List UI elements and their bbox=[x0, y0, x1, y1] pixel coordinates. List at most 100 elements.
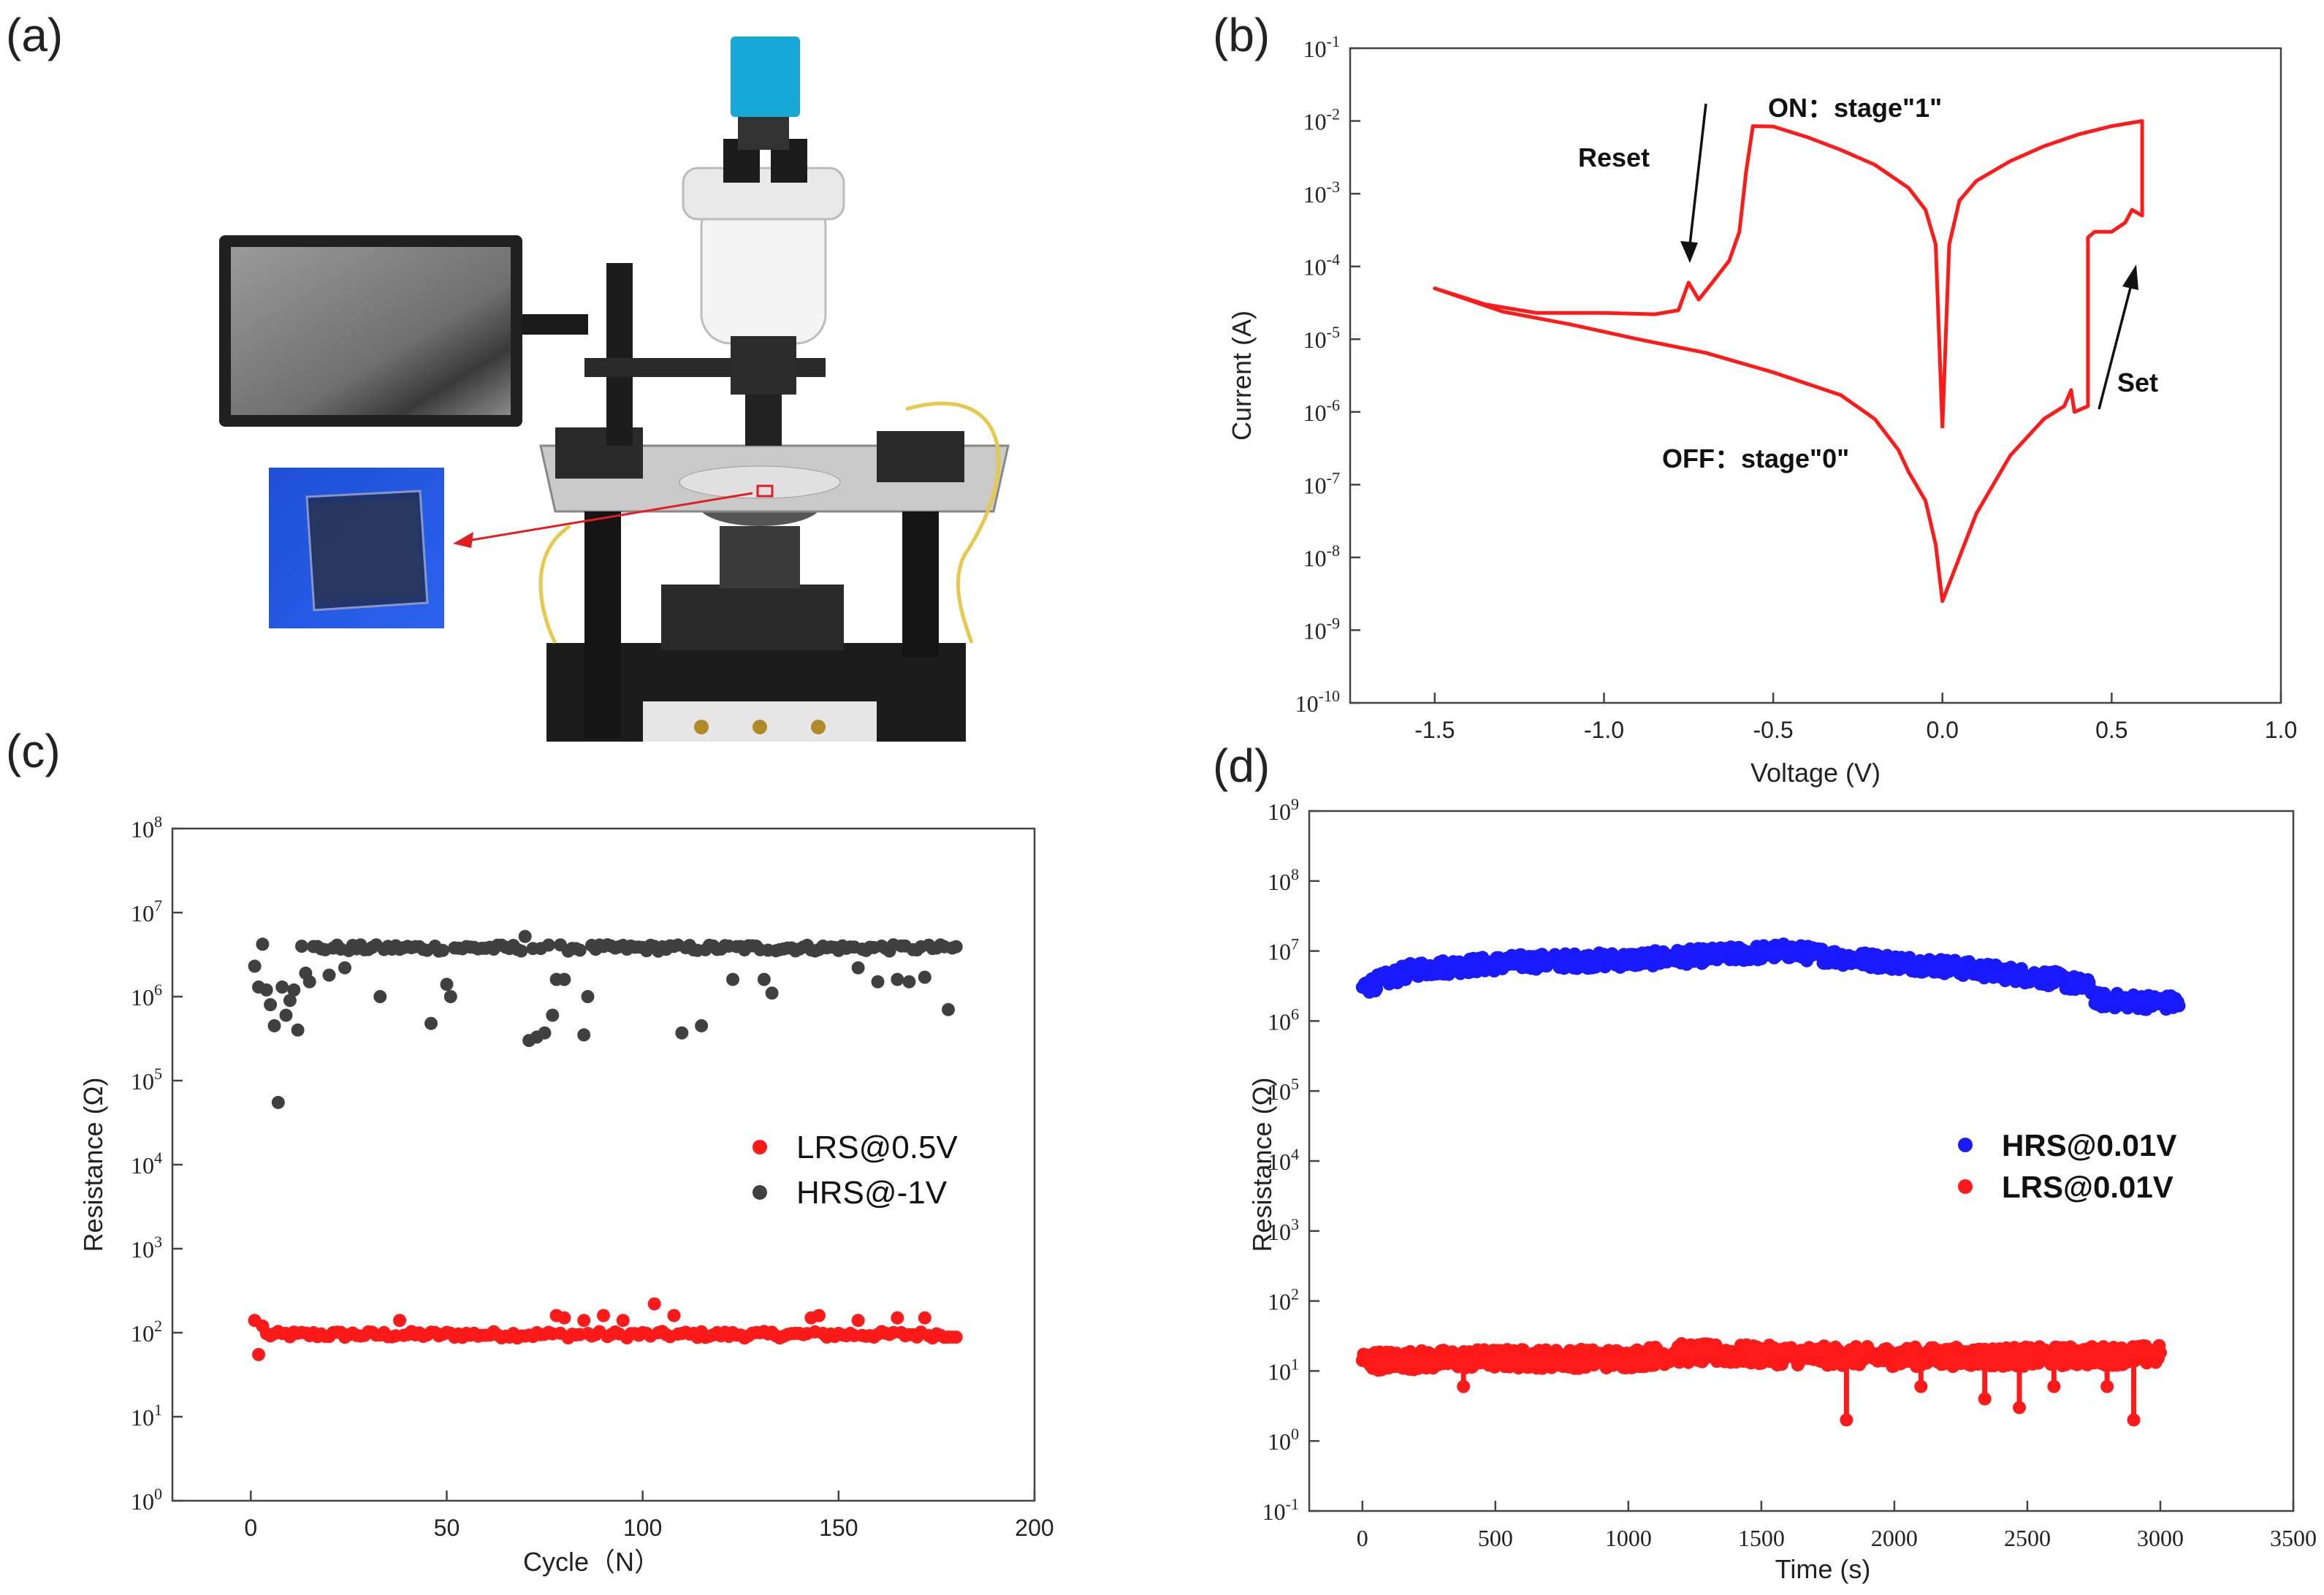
lrs-dip-point bbox=[2047, 1379, 2061, 1393]
selection-box bbox=[756, 484, 774, 498]
hrs-point bbox=[546, 1008, 560, 1022]
hrs-point bbox=[577, 1028, 591, 1042]
hrs-point bbox=[851, 961, 865, 975]
hrs-point bbox=[538, 1026, 552, 1040]
cycle-series bbox=[248, 929, 963, 1361]
legend-marker-lrs bbox=[753, 1140, 767, 1154]
hrs-point bbox=[891, 972, 904, 986]
panel-label-c: (c) bbox=[6, 725, 61, 777]
panel-label-a: (a) bbox=[6, 9, 63, 61]
hrs-point bbox=[256, 937, 270, 951]
retention-ytick-label: 102 bbox=[1268, 1285, 1299, 1315]
retention-ytick-label: 107 bbox=[1268, 935, 1299, 965]
hrs-point bbox=[338, 961, 351, 975]
hrs-point bbox=[271, 1095, 285, 1109]
reset-arrow bbox=[1688, 103, 1707, 245]
hrs-retention-point bbox=[2172, 999, 2186, 1013]
iv-xtick-label: -1.5 bbox=[1414, 717, 1455, 743]
set-arrow bbox=[2098, 284, 2133, 410]
hrs-point bbox=[267, 1019, 281, 1032]
iv-ytick-label: 10-3 bbox=[1303, 178, 1340, 208]
retention-xtick-label: 1000 bbox=[1605, 1525, 1652, 1551]
iv-curve bbox=[1433, 119, 2144, 604]
hrs-point bbox=[871, 975, 885, 989]
lrs-dip-point bbox=[1914, 1379, 1928, 1393]
hrs-point bbox=[726, 972, 739, 986]
lrs-retention-point bbox=[2154, 1346, 2167, 1360]
lrs-dip-point bbox=[2100, 1379, 2114, 1393]
cycle-ytick-label: 102 bbox=[131, 1317, 162, 1347]
cycle-ytick-label: 103 bbox=[131, 1233, 162, 1263]
panel-label-b: (b) bbox=[1213, 9, 1270, 61]
cycle-ytick-label: 100 bbox=[131, 1485, 162, 1515]
probe-station-photo bbox=[219, 37, 1010, 742]
iv-ytick-label: 10-8 bbox=[1303, 541, 1340, 571]
hrs-point bbox=[264, 998, 278, 1012]
retention-xtick-label: 500 bbox=[1478, 1525, 1513, 1551]
cycle-ytick-label: 101 bbox=[131, 1401, 162, 1431]
lrs-point bbox=[918, 1311, 931, 1325]
legend-marker-hrs bbox=[753, 1185, 767, 1200]
hrs-point bbox=[757, 972, 771, 986]
iv-ytick-label: 10-10 bbox=[1295, 687, 1340, 717]
lrs-point bbox=[616, 1314, 630, 1328]
hrs-point bbox=[518, 929, 532, 943]
iv-annotation-off: OFF：stage"0" bbox=[1662, 444, 1849, 473]
hrs-point bbox=[424, 1016, 438, 1030]
iv-chart: -1.5 -1.0 -0.5 0.0 0.5 1.0 10-10 10-9 10-8 10-7 10… bbox=[1227, 32, 2297, 788]
lrs-point bbox=[647, 1297, 661, 1311]
cycle-ytick-label: 108 bbox=[131, 812, 162, 842]
retention-xlabel: Time (s) bbox=[1775, 1554, 1871, 1584]
hrs-point bbox=[373, 990, 387, 1003]
legend-marker-hrs-d bbox=[1958, 1138, 1973, 1152]
cycle-xtick-label: 150 bbox=[819, 1515, 858, 1541]
hrs-point bbox=[259, 983, 273, 997]
lrs-point bbox=[667, 1309, 681, 1322]
hrs-point bbox=[573, 943, 587, 957]
iv-ytick-label: 10-2 bbox=[1303, 105, 1340, 135]
retention-axes: 0 500 1000 1500 2000 2500 3000 3500 10-1 100 101 10… bbox=[1262, 795, 2317, 1551]
iv-ylabel: Current (A) bbox=[1227, 311, 1257, 441]
hrs-point bbox=[443, 990, 457, 1003]
hrs-point bbox=[248, 959, 262, 973]
hrs-point bbox=[302, 975, 316, 989]
retention-ytick-label: 103 bbox=[1268, 1215, 1299, 1245]
iv-axes: -1.5 -1.0 -0.5 0.0 0.5 1.0 10-10 10-9 10-8 10-7 10… bbox=[1295, 32, 2298, 743]
retention-chart: 0 500 1000 1500 2000 2500 3000 3500 10-1 100 101 10… bbox=[1247, 795, 2317, 1584]
lrs-point bbox=[252, 1347, 265, 1361]
camera-icon bbox=[731, 37, 800, 117]
retention-series bbox=[1355, 937, 2186, 1427]
iv-xtick-label: 0.5 bbox=[2095, 717, 2127, 743]
retention-ytick-label: 109 bbox=[1268, 795, 1299, 825]
retention-ytick-label: 106 bbox=[1268, 1005, 1299, 1035]
hrs-point bbox=[942, 1002, 955, 1016]
lrs-point bbox=[812, 1309, 826, 1322]
iv-ytick-label: 10-4 bbox=[1303, 251, 1340, 281]
hrs-point bbox=[436, 943, 450, 957]
iv-annotation-on: ON：stage"1" bbox=[1768, 93, 1942, 123]
hrs-point bbox=[557, 972, 571, 986]
hrs-point bbox=[283, 994, 297, 1008]
cycle-xtick-label: 100 bbox=[623, 1515, 662, 1541]
hrs-point bbox=[765, 986, 779, 1000]
cycle-xtick-label: 50 bbox=[434, 1515, 460, 1541]
panel-label-d: (d) bbox=[1213, 739, 1270, 792]
retention-xtick-label: 2000 bbox=[1871, 1525, 1918, 1551]
retention-ytick-label: 104 bbox=[1268, 1145, 1299, 1175]
hrs-point bbox=[541, 938, 555, 952]
hrs-point bbox=[322, 968, 336, 982]
lrs-dip-point bbox=[2013, 1401, 2027, 1415]
retention-xtick-label: 1500 bbox=[1738, 1525, 1785, 1551]
hrs-point bbox=[275, 980, 289, 994]
retention-xtick-label: 2500 bbox=[2004, 1525, 2051, 1551]
retention-xtick-label: 3500 bbox=[2270, 1525, 2317, 1551]
iv-plot-frame bbox=[1349, 47, 2282, 704]
hrs-point bbox=[514, 944, 528, 958]
retention-ytick-label: 101 bbox=[1268, 1355, 1299, 1385]
iv-ytick-label: 10-6 bbox=[1303, 396, 1340, 426]
legend-hrs-label: HRS@-1V bbox=[796, 1175, 948, 1211]
lrs-point bbox=[393, 1314, 407, 1328]
retention-xtick-label: 3000 bbox=[2137, 1525, 2184, 1551]
cycle-ytick-label: 104 bbox=[131, 1149, 162, 1179]
hrs-point bbox=[695, 1019, 709, 1032]
